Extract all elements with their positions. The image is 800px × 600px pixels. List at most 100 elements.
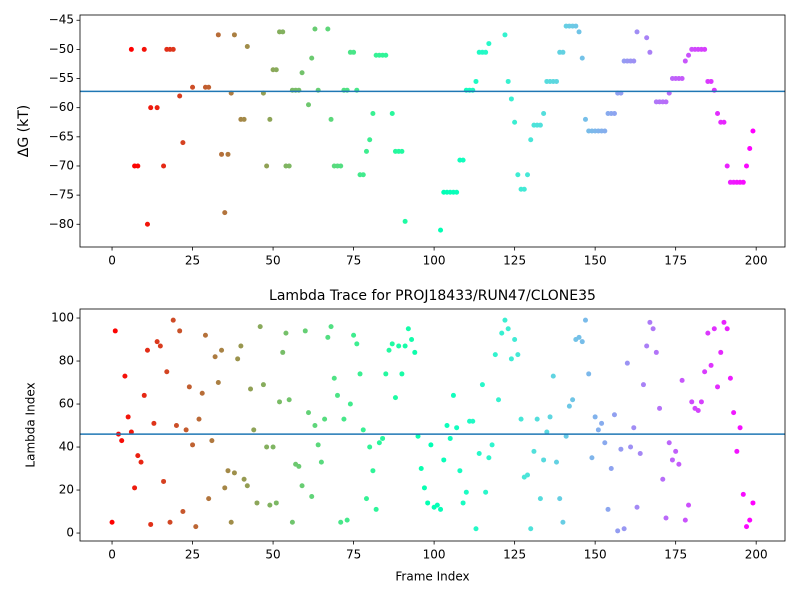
point bbox=[734, 448, 740, 454]
point bbox=[351, 49, 357, 55]
point bbox=[470, 418, 476, 424]
point bbox=[599, 420, 605, 426]
point bbox=[505, 326, 511, 332]
point bbox=[357, 371, 363, 377]
point bbox=[170, 46, 176, 52]
point bbox=[602, 128, 608, 134]
point bbox=[653, 349, 659, 355]
point bbox=[209, 438, 215, 444]
point bbox=[283, 330, 289, 336]
point bbox=[412, 349, 418, 355]
point bbox=[257, 324, 263, 330]
point bbox=[151, 420, 157, 426]
point bbox=[505, 78, 511, 84]
point bbox=[457, 468, 463, 474]
point bbox=[177, 93, 183, 99]
y-tick-label: 80 bbox=[59, 354, 74, 368]
point bbox=[566, 403, 572, 409]
point bbox=[122, 373, 128, 379]
x-tick-label: 150 bbox=[584, 254, 607, 268]
point bbox=[154, 105, 160, 111]
point bbox=[615, 528, 621, 534]
point bbox=[370, 111, 376, 117]
point bbox=[128, 429, 134, 435]
y-tick-label: −65 bbox=[49, 129, 74, 143]
point bbox=[219, 151, 225, 157]
point bbox=[309, 55, 315, 61]
x-tick-label: 100 bbox=[423, 548, 446, 562]
point bbox=[318, 459, 324, 465]
point bbox=[582, 116, 588, 122]
point bbox=[644, 343, 650, 349]
point bbox=[421, 485, 427, 491]
point bbox=[244, 483, 250, 489]
point bbox=[512, 337, 518, 343]
point bbox=[502, 32, 508, 38]
point bbox=[518, 416, 524, 422]
point bbox=[534, 416, 540, 422]
point bbox=[512, 119, 518, 125]
point bbox=[489, 442, 495, 448]
chart-title: Lambda Trace for PROJ18433/RUN47/CLONE35 bbox=[269, 288, 596, 304]
point bbox=[186, 384, 192, 390]
point bbox=[737, 425, 743, 431]
point bbox=[360, 172, 366, 178]
point bbox=[428, 442, 434, 448]
point bbox=[241, 476, 247, 482]
point bbox=[418, 466, 424, 472]
point bbox=[225, 151, 231, 157]
point bbox=[434, 502, 440, 508]
point bbox=[721, 119, 727, 125]
point bbox=[196, 416, 202, 422]
y-tick-label: −80 bbox=[49, 217, 74, 231]
point bbox=[248, 386, 254, 392]
point bbox=[666, 440, 672, 446]
x-tick-label: 75 bbox=[346, 548, 361, 562]
point bbox=[112, 328, 118, 334]
point bbox=[634, 29, 640, 35]
point bbox=[363, 148, 369, 154]
point bbox=[724, 163, 730, 169]
point bbox=[344, 517, 350, 523]
point bbox=[231, 470, 237, 476]
point bbox=[537, 122, 543, 128]
point bbox=[589, 455, 595, 461]
point bbox=[325, 26, 331, 32]
point bbox=[502, 317, 508, 323]
point bbox=[438, 227, 444, 233]
point bbox=[135, 163, 141, 169]
point bbox=[608, 466, 614, 472]
point bbox=[711, 326, 717, 332]
point bbox=[650, 326, 656, 332]
point bbox=[386, 347, 392, 353]
point bbox=[306, 410, 312, 416]
point bbox=[144, 347, 150, 353]
point bbox=[727, 375, 733, 381]
point bbox=[244, 43, 250, 49]
point bbox=[702, 369, 708, 375]
point bbox=[135, 453, 141, 459]
point bbox=[441, 457, 447, 463]
point bbox=[144, 221, 150, 227]
point bbox=[460, 500, 466, 506]
point bbox=[544, 429, 550, 435]
point bbox=[592, 414, 598, 420]
point bbox=[231, 32, 237, 38]
point bbox=[235, 356, 241, 362]
point bbox=[705, 330, 711, 336]
x-tick-label: 100 bbox=[423, 254, 446, 268]
y-tick-label: −45 bbox=[49, 13, 74, 27]
point bbox=[389, 111, 395, 117]
point bbox=[190, 442, 196, 448]
point bbox=[286, 397, 292, 403]
point bbox=[367, 137, 373, 143]
point bbox=[508, 356, 514, 362]
point bbox=[273, 500, 279, 506]
point bbox=[515, 172, 521, 178]
x-tick-label: 150 bbox=[584, 548, 607, 562]
point bbox=[341, 416, 347, 422]
point bbox=[128, 46, 134, 52]
point bbox=[750, 500, 756, 506]
point bbox=[260, 382, 266, 388]
